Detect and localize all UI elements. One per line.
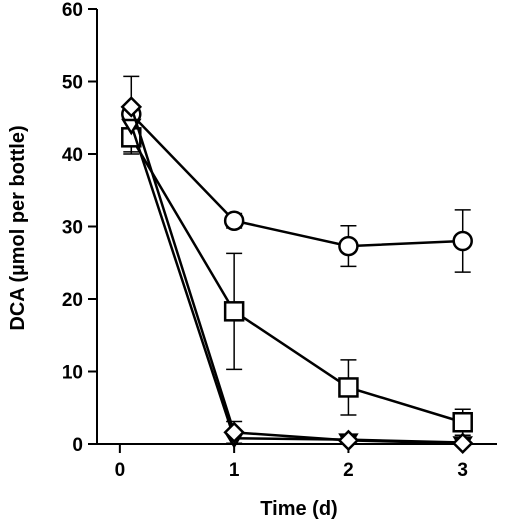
data-point-diamond bbox=[337, 429, 360, 452]
y-tick-label: 0 bbox=[72, 435, 83, 456]
y-tick-label: 50 bbox=[62, 73, 83, 94]
series-triangle-down bbox=[121, 118, 473, 453]
y-axis-label: DCA (µmol per bottle) bbox=[7, 125, 29, 330]
series-line bbox=[130, 113, 463, 248]
x-axis-label: Time (d) bbox=[260, 498, 337, 520]
y-tick-label: 60 bbox=[62, 0, 83, 21]
data-point-circle bbox=[452, 230, 473, 252]
series-diamond bbox=[120, 96, 474, 455]
data-point-square bbox=[452, 412, 473, 433]
axes: 0 10 20 30 40 50 60 0 1 2 3 bbox=[62, 0, 497, 481]
series-layer bbox=[120, 75, 474, 455]
data-point-diamond bbox=[120, 96, 143, 118]
y-tick-label: 20 bbox=[62, 290, 83, 311]
x-tick-label: 1 bbox=[229, 460, 240, 481]
data-point-square bbox=[338, 377, 359, 398]
series-line bbox=[130, 124, 463, 444]
series-line bbox=[130, 106, 463, 445]
x-tick-label: 2 bbox=[343, 460, 354, 481]
series-square bbox=[121, 119, 473, 437]
series-line bbox=[130, 136, 464, 424]
x-tick-label: 3 bbox=[457, 460, 468, 481]
x-tick-label: 0 bbox=[115, 460, 126, 481]
data-point-circle bbox=[338, 235, 359, 257]
y-tick-label: 30 bbox=[62, 218, 83, 239]
data-point-diamond bbox=[451, 432, 474, 455]
data-point-diamond bbox=[223, 421, 245, 444]
data-point-square bbox=[223, 301, 245, 322]
data-point-circle bbox=[223, 210, 245, 231]
y-tick-label: 40 bbox=[62, 145, 83, 166]
y-tick-label: 10 bbox=[62, 363, 83, 384]
